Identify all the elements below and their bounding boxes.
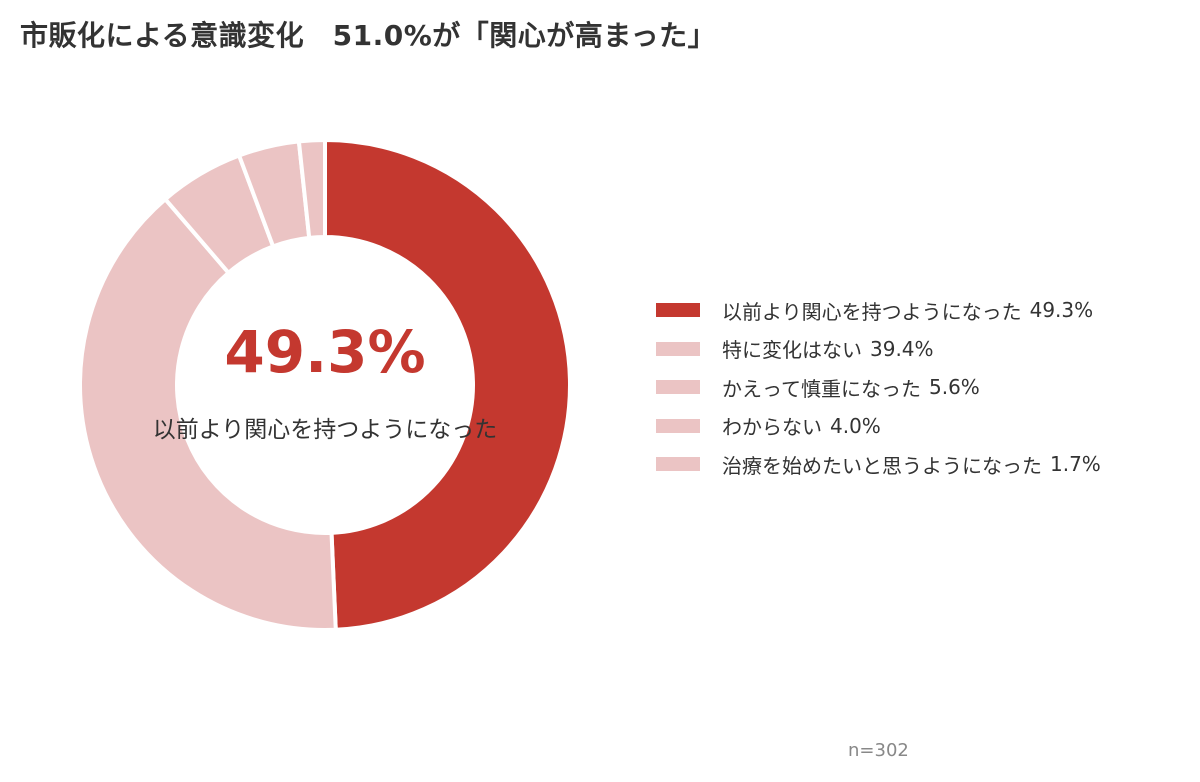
donut-slice [78,196,338,632]
legend-value: 39.4% [870,336,934,361]
legend: 以前より関心を持つようになった 49.3% 特に変化はない 39.4% かえって… [656,291,1196,484]
center-value: 49.3% [224,318,426,386]
legend-swatch [656,457,700,472]
legend-label: 特に変化はない [722,338,862,363]
legend-value: 1.7% [1050,452,1101,477]
chart-title: 市販化による意識変化 51.0%が「関心が高まった」 [20,19,717,52]
legend-item: 特に変化はない 39.4% [656,330,1196,369]
legend-value: 5.6% [929,375,980,400]
center-label: 以前より関心を持つようになった [152,417,498,443]
donut-slice [296,137,327,241]
legend-label: 以前より関心を持つようになった [722,299,1022,324]
legend-label: わからない [722,415,822,440]
legend-item: わからない 4.0% [656,407,1196,446]
legend-swatch [656,303,700,318]
legend-swatch [656,380,700,395]
legend-item: 治療を始めたいと思うようになった 1.7% [656,445,1196,484]
donut-slice [323,137,572,632]
legend-value: 49.3% [1029,298,1094,323]
legend-item: 以前より関心を持つようになった 49.3% [656,291,1196,330]
legend-value: 4.0% [830,413,881,438]
legend-label: かえって慎重になった [722,376,921,401]
sample-size-label: n=302 [848,740,909,761]
legend-item: かえって慎重になった 5.6% [656,368,1196,407]
legend-swatch [656,341,700,356]
legend-label: 治療を始めたいと思うようになった [722,453,1042,478]
legend-swatch [656,418,700,433]
